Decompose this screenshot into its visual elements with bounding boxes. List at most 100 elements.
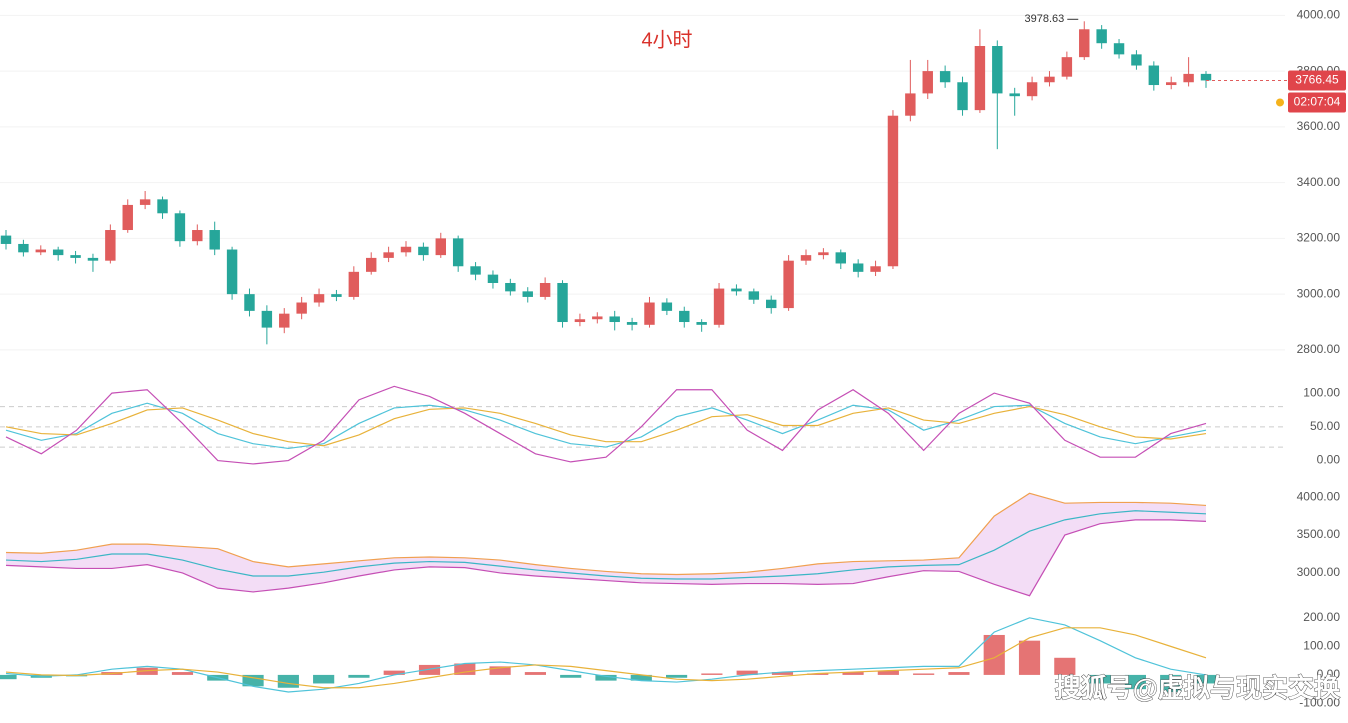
y-tick-label: 200.00	[1303, 610, 1340, 624]
candle-body	[139, 199, 151, 205]
candle-body	[209, 230, 220, 250]
macd-bar	[983, 634, 1005, 675]
macd-bar	[1195, 674, 1217, 684]
indicator-line	[5, 519, 1207, 597]
candle-body	[331, 294, 342, 297]
y-tick-label: 3600.00	[1297, 119, 1341, 133]
candle-body	[105, 230, 116, 261]
macd-bar	[418, 664, 441, 675]
macd-bar	[348, 674, 370, 678]
candle-body	[1044, 76, 1055, 83]
candle-body	[679, 310, 690, 323]
candle-body	[939, 71, 951, 83]
y-tick-label: 2800.00	[1297, 342, 1341, 356]
indicator-line	[5, 385, 1207, 465]
candle-body	[1009, 93, 1020, 97]
y-tick-label: 50.00	[1310, 419, 1340, 433]
candle-body	[1200, 73, 1212, 81]
y-tick-label: 0.00	[1317, 453, 1341, 467]
candle-body	[261, 310, 273, 328]
candle-body	[818, 252, 829, 256]
band-fill	[6, 493, 1206, 596]
candle-body	[592, 316, 603, 320]
candle-body	[957, 82, 968, 111]
candle-body	[52, 249, 64, 256]
candle-body	[713, 288, 725, 325]
indicator-line	[5, 627, 1207, 689]
candle-body	[348, 271, 360, 297]
chart-title: 4小时	[641, 28, 692, 51]
candle-body	[35, 249, 46, 253]
candle-body	[974, 46, 986, 111]
y-tick-label: 100.00	[1303, 385, 1340, 399]
macd-bar	[0, 674, 17, 680]
y-tick-label: -100.00	[1299, 696, 1340, 710]
candle-body	[1026, 82, 1038, 97]
candle-body	[470, 266, 481, 275]
macd-bar	[701, 673, 723, 675]
candle-body	[1183, 73, 1194, 83]
watermark: 搜狐号@虚拟与现实交换	[1055, 673, 1341, 703]
candle-body	[505, 282, 516, 292]
candle-body	[905, 93, 916, 116]
y-tick-label: 4000.00	[1297, 489, 1341, 503]
macd-bar	[842, 672, 864, 675]
indicator-line	[5, 510, 1207, 580]
candle-body	[244, 294, 255, 311]
candle-body	[696, 322, 707, 325]
y-tick-label: 3000.00	[1297, 565, 1341, 579]
macd-bar	[1018, 640, 1041, 675]
candle-body	[1113, 43, 1125, 55]
indicator-line	[5, 402, 1207, 450]
macd-bar	[313, 674, 335, 684]
macd-bar	[877, 670, 899, 675]
candle-body	[87, 257, 99, 261]
candle-body	[1166, 82, 1177, 86]
candle-body	[157, 199, 168, 214]
y-tick-label: 3400.00	[1297, 175, 1341, 189]
macd-bar	[1054, 657, 1076, 675]
y-tick-label: 3200.00	[1297, 231, 1341, 245]
candle-body	[870, 266, 881, 272]
candle-body	[174, 213, 186, 242]
macd-bar	[560, 674, 582, 678]
indicator-line	[5, 405, 1207, 447]
candle-body	[852, 263, 864, 272]
candle-body	[296, 302, 307, 314]
macd-bar	[1124, 674, 1146, 690]
indicator-line	[5, 617, 1207, 693]
alert-dot	[1276, 98, 1284, 107]
macd-bar	[736, 670, 758, 675]
candle-body	[557, 282, 568, 323]
candle-body	[748, 291, 760, 300]
macd-bar	[595, 674, 617, 681]
indicator-line	[5, 492, 1207, 576]
candle-body	[1131, 54, 1142, 66]
candle-body	[192, 230, 203, 242]
y-tick-label: 3500.00	[1297, 527, 1341, 541]
candle-body	[783, 260, 794, 309]
y-tick-label: 0.00	[1317, 667, 1341, 681]
candle-body	[418, 246, 429, 256]
candle-body	[279, 313, 290, 328]
candle-body	[922, 71, 933, 94]
macd-bar	[630, 674, 652, 681]
macd-bar	[666, 674, 688, 678]
candle-body	[1061, 57, 1073, 77]
candle-body	[626, 322, 638, 325]
candle-body	[1079, 29, 1090, 58]
countdown: 02:07:04	[1294, 95, 1341, 109]
candle-body	[1096, 29, 1107, 44]
macd-bar	[1160, 674, 1182, 693]
y-tick-label: 4000.00	[1297, 8, 1341, 22]
last-price: 3766.45	[1295, 73, 1339, 87]
macd-bar	[489, 666, 511, 675]
candle-body	[313, 294, 325, 303]
candle-body	[522, 291, 533, 297]
candle-body	[452, 238, 464, 267]
macd-bar	[524, 672, 546, 675]
candle-body	[400, 246, 412, 253]
candle-body	[661, 302, 673, 311]
candle-body	[609, 316, 620, 323]
